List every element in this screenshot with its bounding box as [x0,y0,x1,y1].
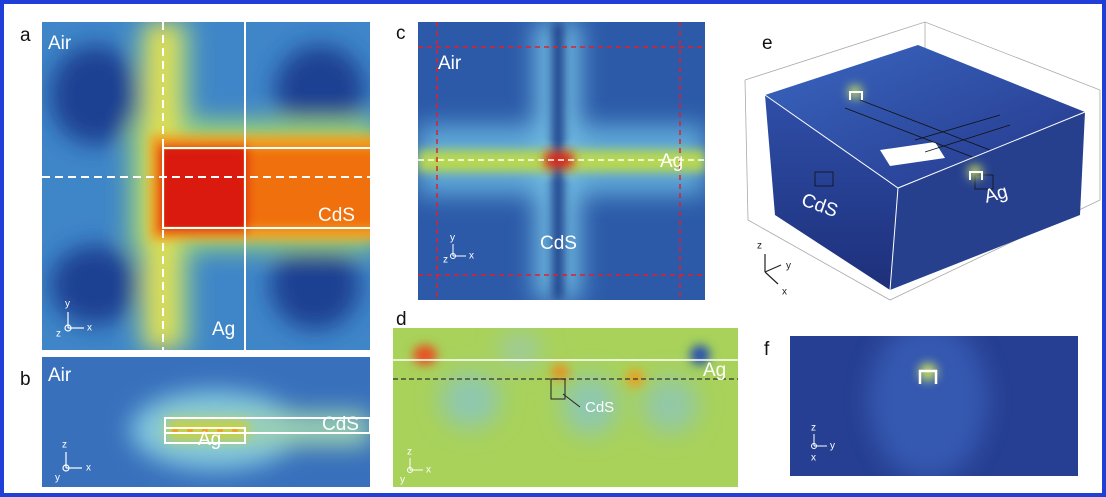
panel-label: f [764,339,770,360]
annotation: Ag [660,151,683,172]
annotation: CdS [540,233,577,254]
axis-label: x [426,465,431,476]
axis-label: y [65,299,70,310]
panel-label: d [396,309,407,330]
annotation: Ag [703,360,726,381]
axis-label: y [786,261,791,272]
axis-label: x [782,287,787,298]
axis-label: x [469,251,474,262]
annotation: Air [438,53,462,74]
axis-label: z [62,440,67,451]
annotation: CdS [318,205,355,226]
axis-triad [764,254,782,285]
axis-triad [64,312,84,332]
annotation: CdS [585,399,614,416]
axis-label: z [443,255,448,266]
axis-triad [407,458,423,473]
panel-label: c [396,23,406,44]
3d-model-e [744,21,1101,301]
annotation: Air [48,365,72,386]
annotation: Ag [212,319,235,340]
axis-label: z [407,447,412,458]
field-map-b [42,357,370,487]
panel-label: b [20,369,31,390]
axis-label: x [86,463,91,474]
field-map-a [42,22,370,350]
field-map-f [790,336,1078,476]
axis-label: y [400,475,405,486]
field-map-d [393,328,738,487]
panel-label: e [762,33,773,54]
panel-label: a [20,25,31,46]
axis-triad [811,434,827,449]
axis-label: y [830,441,835,452]
annotation: Air [48,33,72,54]
axis-label: z [811,423,816,434]
field-map-c [418,22,705,300]
annotation: Ag [198,429,221,450]
axis-label: y [450,233,455,244]
axis-label: z [56,329,61,340]
axis-label: x [87,323,92,334]
axis-label: x [811,453,816,464]
axis-label: z [757,241,762,252]
axis-triad [62,452,82,472]
axis-triad [450,244,466,259]
annotation: CdS [322,414,359,435]
axis-label: y [55,473,60,484]
